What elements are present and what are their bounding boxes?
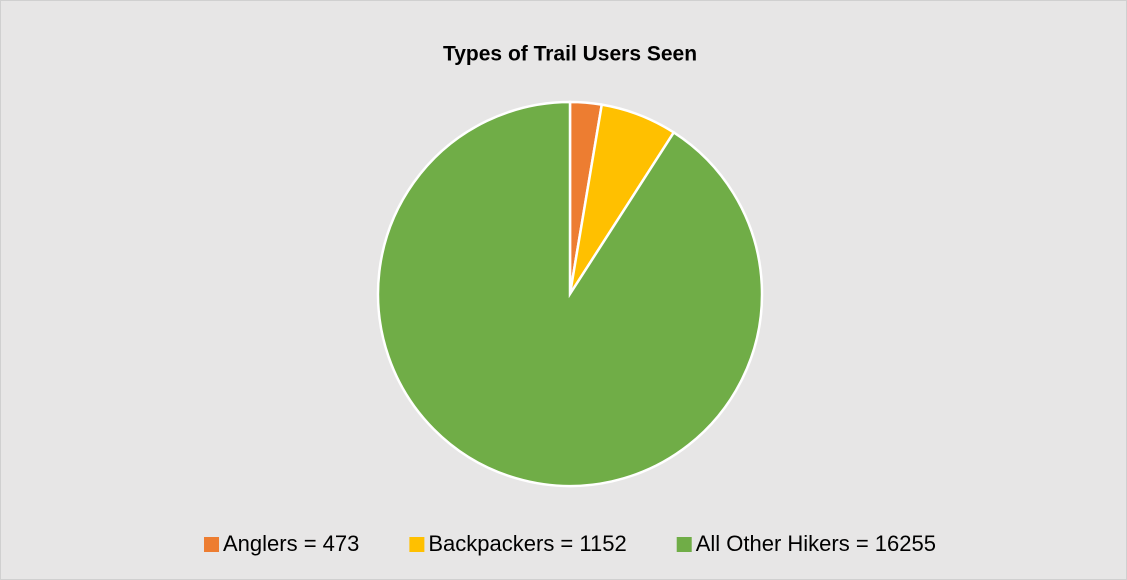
- legend-swatch: [204, 537, 220, 552]
- legend-label: All Other Hikers = 16255: [696, 531, 936, 556]
- legend-label: Anglers = 473: [223, 531, 359, 556]
- legend-swatch: [676, 537, 692, 552]
- legend-swatch: [409, 537, 425, 552]
- legend-label: Backpackers = 1152: [428, 531, 626, 556]
- pie-slice: [376, 100, 764, 488]
- chart-title: Types of Trail Users Seen: [443, 43, 697, 66]
